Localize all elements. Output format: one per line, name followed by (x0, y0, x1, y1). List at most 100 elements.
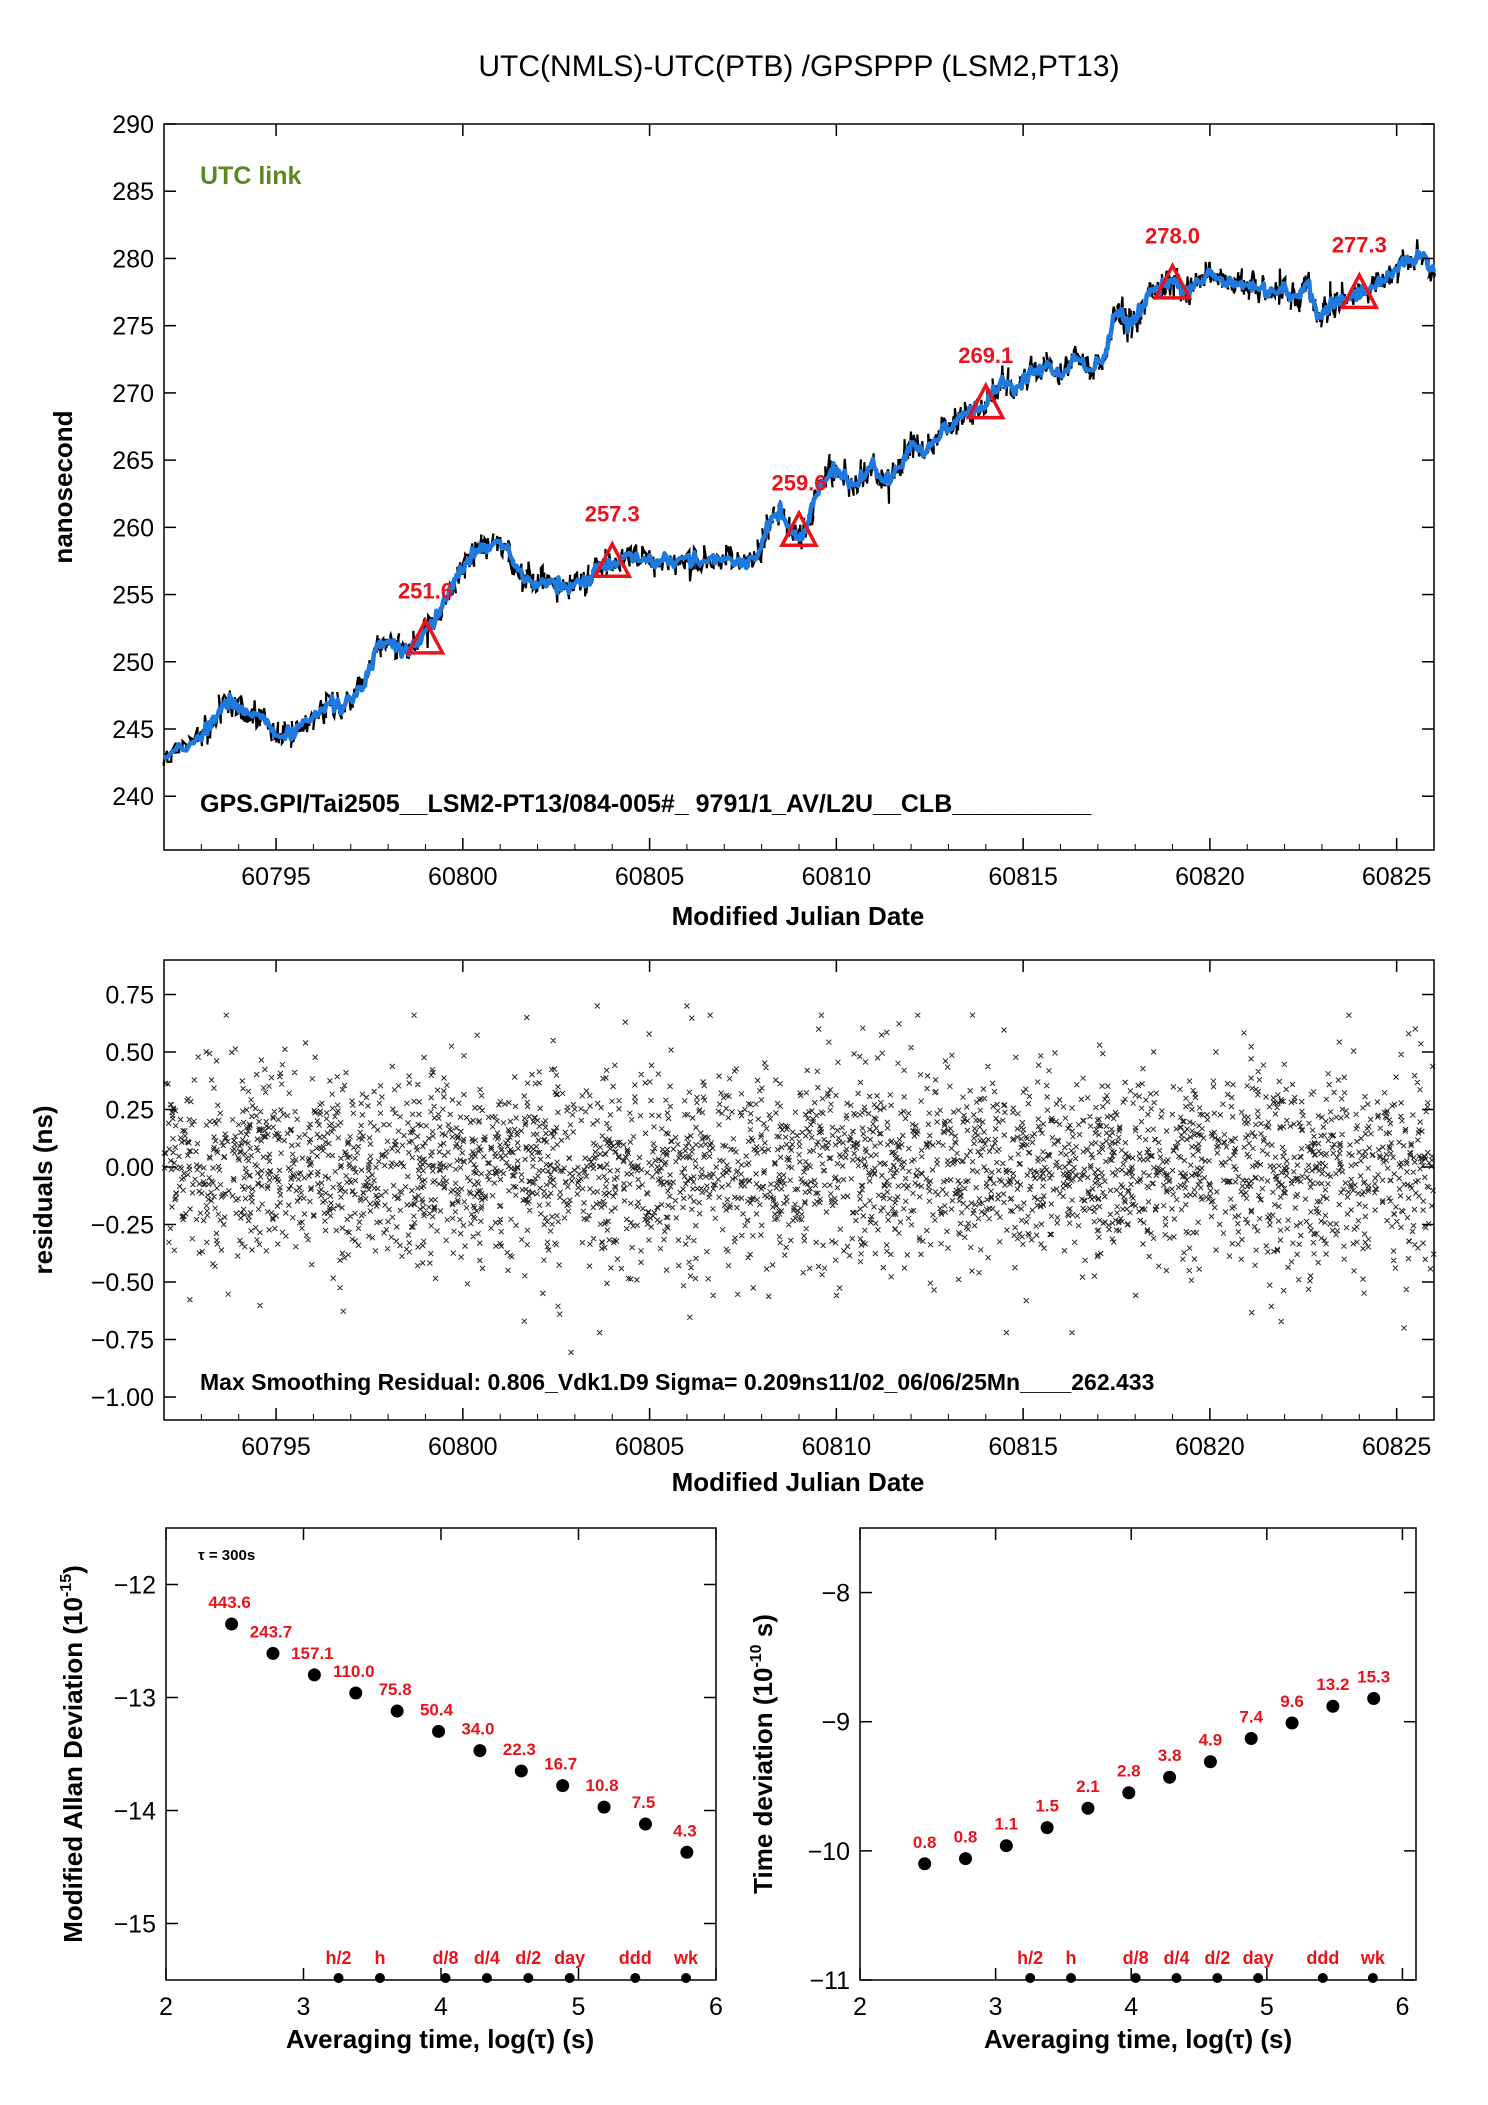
x-tick-label: 4 (1124, 1993, 1138, 2021)
data-point (1040, 1821, 1054, 1835)
panel2-ylabel: residuals (ns) (28, 1105, 58, 1274)
annotation-label: 278.0 (1145, 223, 1200, 248)
x-tick-label: 60800 (428, 863, 498, 891)
x-tick-label: 2 (159, 1993, 173, 2021)
panel1-annotations: 251.6 257.3 259.6 269.1 278.0 277.3 (398, 223, 1387, 655)
panel2-residual-points (161, 1003, 1437, 1356)
data-point (999, 1839, 1013, 1853)
y-tick-label: 270 (112, 380, 154, 408)
panel1-noise-band (162, 239, 1436, 766)
y-tick-label: 240 (112, 783, 154, 811)
series-line-utc-link (163, 248, 1437, 760)
interval-label: d/2 (1204, 1948, 1230, 1968)
legend-utc-link: UTC link (200, 162, 301, 190)
panel1-ylabel: nanosecond (48, 410, 78, 563)
y-tick-label: 0.75 (105, 982, 154, 1010)
interval-label: ddd (619, 1948, 652, 1968)
y-tick-label: −0.25 (91, 1212, 154, 1240)
x-tick-label: 3 (297, 1993, 311, 2021)
data-label: 4.3 (673, 1821, 697, 1840)
interval-label: ddd (1306, 1948, 1339, 1968)
y-tick-label: −1.00 (91, 1384, 154, 1412)
triangle-marker (592, 540, 633, 578)
data-label: 3.8 (1158, 1746, 1182, 1765)
interval-label: d/8 (433, 1948, 459, 1968)
data-label: 75.8 (379, 1680, 412, 1699)
triangle-marker (779, 509, 819, 548)
data-label: 2.1 (1076, 1777, 1100, 1796)
x-tick-label: 60805 (615, 863, 685, 891)
data-label: 34.0 (461, 1720, 494, 1739)
data-point (1163, 1770, 1177, 1784)
x-tick-label: 60825 (1362, 1433, 1432, 1461)
y-tick-label: −15 (114, 1911, 156, 1939)
data-label: 1.1 (995, 1815, 1019, 1834)
x-tick-label: 60800 (428, 1433, 498, 1461)
data-label: 13.2 (1316, 1675, 1349, 1694)
data-label: 2.8 (1117, 1762, 1141, 1781)
data-point (1367, 1691, 1381, 1705)
panel1-series-layer (163, 248, 1437, 760)
interval-dot (1171, 1973, 1182, 1983)
panel4-axes: 2 3 4 5 6 −11 −10 −9 −8 (808, 1528, 1416, 2021)
y-tick-label: 280 (112, 245, 154, 273)
x-tick-label: 60810 (802, 1433, 872, 1461)
panel4-points: 0.8 0.8 1.1 1.5 2.1 2.8 3.8 4.9 7.4 9.6 13.2 15.3 h/… (913, 1667, 1390, 1983)
interval-dot (333, 1973, 344, 1983)
panel1-xlabel: Modified Julian Date (672, 901, 925, 931)
data-label: 243.7 (250, 1622, 293, 1641)
data-label: 15.3 (1357, 1667, 1390, 1686)
interval-label: h/2 (326, 1948, 352, 1968)
x-tick-label: 2 (853, 1993, 867, 2021)
y-tick-label: 265 (112, 447, 154, 475)
y-tick-label: −8 (821, 1580, 850, 1608)
x-tick-label: 6 (709, 1993, 723, 2021)
x-tick-label: 60820 (1175, 1433, 1245, 1461)
panel3-axes: 2 3 4 5 6 −15 −14 −13 −12 (114, 1528, 723, 2021)
triangle-marker (1152, 261, 1193, 300)
data-point (918, 1857, 932, 1871)
data-point (514, 1764, 528, 1778)
chart-title: UTC(NMLS)-UTC(PTB) /GPSPPP (LSM2,PT13) (478, 50, 1119, 83)
triangle-marker (1339, 271, 1380, 310)
y-tick-label: 275 (112, 313, 154, 341)
data-point (1244, 1732, 1258, 1746)
data-point (390, 1704, 404, 1718)
interval-dot (681, 1973, 692, 1983)
data-label: 0.8 (954, 1828, 978, 1847)
interval-dot (523, 1973, 534, 1983)
annotation-label: 269.1 (958, 343, 1013, 368)
data-label: 443.6 (208, 1593, 251, 1612)
data-point (597, 1800, 611, 1814)
interval-dot (630, 1973, 641, 1983)
data-point (432, 1724, 446, 1738)
y-tick-label: −9 (821, 1709, 850, 1737)
y-tick-label: −11 (809, 1967, 850, 1995)
y-tick-label: −10 (808, 1838, 850, 1866)
triangle-marker (405, 616, 446, 655)
interval-label: wk (1360, 1948, 1386, 1968)
interval-dot (1066, 1973, 1077, 1983)
data-label: 7.4 (1239, 1708, 1263, 1727)
x-tick-label: 5 (572, 1993, 586, 2021)
interval-dot (1212, 1973, 1223, 1983)
annotation-label: 259.6 (771, 471, 826, 496)
data-label: 1.5 (1035, 1797, 1059, 1816)
panel4-ylabel-main: Time deviation (10 (748, 1668, 778, 1894)
data-point (556, 1779, 570, 1793)
data-label: 7.5 (632, 1793, 656, 1812)
data-point (1081, 1801, 1095, 1815)
x-tick-label: 60795 (241, 1433, 311, 1461)
x-tick-label: 60820 (1175, 863, 1245, 891)
annotation-label: 251.6 (398, 578, 453, 603)
data-label: 16.7 (544, 1755, 577, 1774)
tau-note: τ = 300s (198, 1547, 255, 1564)
panel3-xlabel: Averaging time, log(τ) (s) (286, 2024, 594, 2054)
y-tick-label: 290 (112, 111, 154, 139)
interval-label: day (554, 1948, 585, 1968)
panel-mdev: 2 3 4 5 6 −15 −14 −13 −12 443.6 243.7 157.1110.075… (58, 1527, 723, 2054)
x-tick-label: 60815 (988, 863, 1058, 891)
interval-dot (1130, 1973, 1141, 1983)
interval-label: wk (673, 1948, 699, 1968)
y-tick-label: 0.00 (105, 1154, 154, 1182)
